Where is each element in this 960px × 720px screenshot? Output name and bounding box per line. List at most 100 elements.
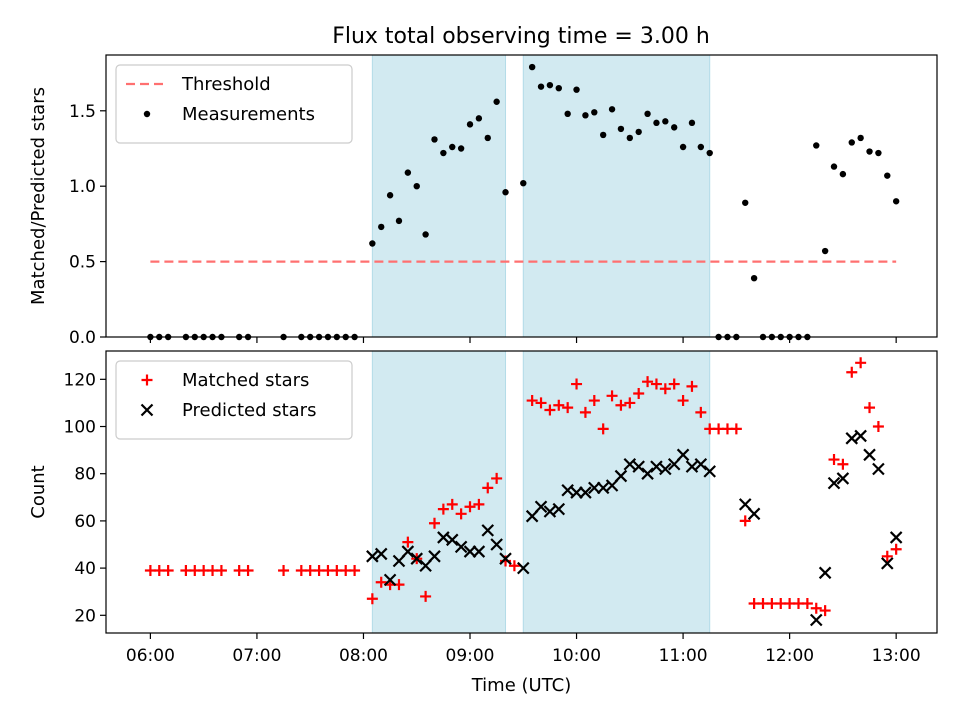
measurements-point <box>466 121 474 128</box>
top-series <box>147 63 900 341</box>
measurements-point <box>546 81 554 89</box>
matched-stars-point <box>455 508 467 520</box>
measurements-point <box>644 110 651 118</box>
predicted-stars-point <box>747 507 761 521</box>
matched-stars-point <box>846 366 858 378</box>
measurements-point <box>493 98 500 105</box>
predicted-stars-point <box>694 457 708 471</box>
matched-stars-point <box>677 395 689 407</box>
predicted-stars-point <box>809 613 823 627</box>
top-axes-frame <box>105 54 938 338</box>
matched-stars-point <box>872 421 884 433</box>
matched-stars-point <box>535 397 547 409</box>
matched-stars-point <box>278 564 290 576</box>
x-tick-label: 06:00 <box>126 646 175 666</box>
legend-swatch-predicted-stars <box>140 403 154 417</box>
matched-stars-point <box>739 515 751 527</box>
x-axis-label: Time (UTC) <box>471 675 572 696</box>
matched-stars-point <box>544 404 556 416</box>
measurements-point <box>608 106 616 113</box>
predicted-stars-point <box>845 432 859 445</box>
legend-swatch-measurements <box>143 110 151 118</box>
measurements-point <box>813 142 820 149</box>
legend-label-predicted-stars: Predicted stars <box>182 400 316 421</box>
matched-stars-point <box>562 402 574 414</box>
top-y-axis-label: Matched/Predicted stars <box>28 87 49 305</box>
matched-stars-point <box>819 605 831 617</box>
bottom-y-ticks: 20 40 60 80 100 120 <box>64 370 106 626</box>
shaded-interval-2 <box>522 54 711 338</box>
measurements-point <box>679 143 687 151</box>
measurements-point <box>413 182 420 190</box>
x-tick-label: 07:00 <box>232 646 281 666</box>
predicted-stars-point <box>676 448 690 462</box>
predicted-stars-point <box>516 561 530 575</box>
matched-stars-point <box>491 472 503 484</box>
y-tick-label: 20 <box>74 606 96 626</box>
matched-stars-point <box>464 501 476 513</box>
measurements-point <box>626 134 634 142</box>
matched-stars-point <box>402 536 414 548</box>
matched-stars-point <box>553 399 565 411</box>
y-tick-label: 120 <box>64 370 96 390</box>
predicted-stars-point <box>889 531 903 544</box>
shaded-interval-2 <box>522 350 711 634</box>
measurements-point <box>449 143 456 151</box>
top-legend: Threshold Measurements <box>115 64 353 144</box>
matched-stars-point <box>730 423 742 435</box>
predicted-stars-point <box>366 550 379 563</box>
x-tick-label: 08:00 <box>339 646 388 666</box>
matched-stars-point <box>162 564 174 576</box>
matched-stars-point <box>579 406 591 418</box>
legend-swatch-matched-stars <box>141 374 153 386</box>
matched-stars-point <box>695 406 707 418</box>
matched-stars-point <box>526 395 538 407</box>
legend-label-measurements: Measurements <box>182 104 315 125</box>
predicted-stars-point <box>454 540 468 554</box>
legend-box <box>115 64 353 144</box>
predicted-stars-point <box>437 531 450 544</box>
measurements-point <box>653 119 660 127</box>
predicted-stars-point <box>579 486 592 499</box>
predicted-stars-point <box>659 462 672 476</box>
measurements-point <box>537 83 545 90</box>
predicted-stars-point <box>561 483 574 497</box>
measurements-point <box>671 124 678 131</box>
matched-stars-point <box>828 454 840 466</box>
measurements-point <box>821 247 829 255</box>
predicted-stars-point <box>481 524 495 537</box>
predicted-stars-point <box>623 457 637 471</box>
matched-stars-point <box>837 458 849 470</box>
measurements-point <box>484 134 491 142</box>
measurements-point <box>688 119 696 127</box>
predicted-stars-point <box>685 460 699 473</box>
matched-stars-point <box>597 423 609 435</box>
top-shaded-regions <box>371 54 711 338</box>
y-tick-label: 40 <box>74 559 96 579</box>
measurements-point <box>662 118 669 125</box>
measurements-point <box>830 163 838 170</box>
measurements-point <box>573 86 580 93</box>
measurements-point <box>839 170 847 178</box>
matched-stars-point <box>642 376 654 388</box>
measurements-point <box>697 143 705 151</box>
measurements-point <box>386 192 394 199</box>
predicted-stars-point <box>490 538 503 551</box>
predicted-stars-point <box>374 547 388 561</box>
predicted-stars-point <box>383 573 397 587</box>
matched-stars-point <box>482 482 494 494</box>
predicted-stars-point <box>863 448 876 462</box>
top-y-ticks: 0.0 0.5 1.0 1.5 <box>69 102 106 348</box>
measurements-point <box>866 148 873 155</box>
measurements-point <box>884 172 891 179</box>
measurements-point <box>457 145 465 152</box>
top-x-ticks <box>149 337 897 343</box>
measurements-point <box>848 139 855 146</box>
measurements-point <box>440 149 447 157</box>
measurements-point <box>422 231 429 238</box>
bottom-y-axis-label: Count <box>28 465 49 518</box>
matched-stars-point <box>650 378 662 390</box>
measurements-point <box>378 223 385 231</box>
predicted-stars-point <box>552 502 566 516</box>
